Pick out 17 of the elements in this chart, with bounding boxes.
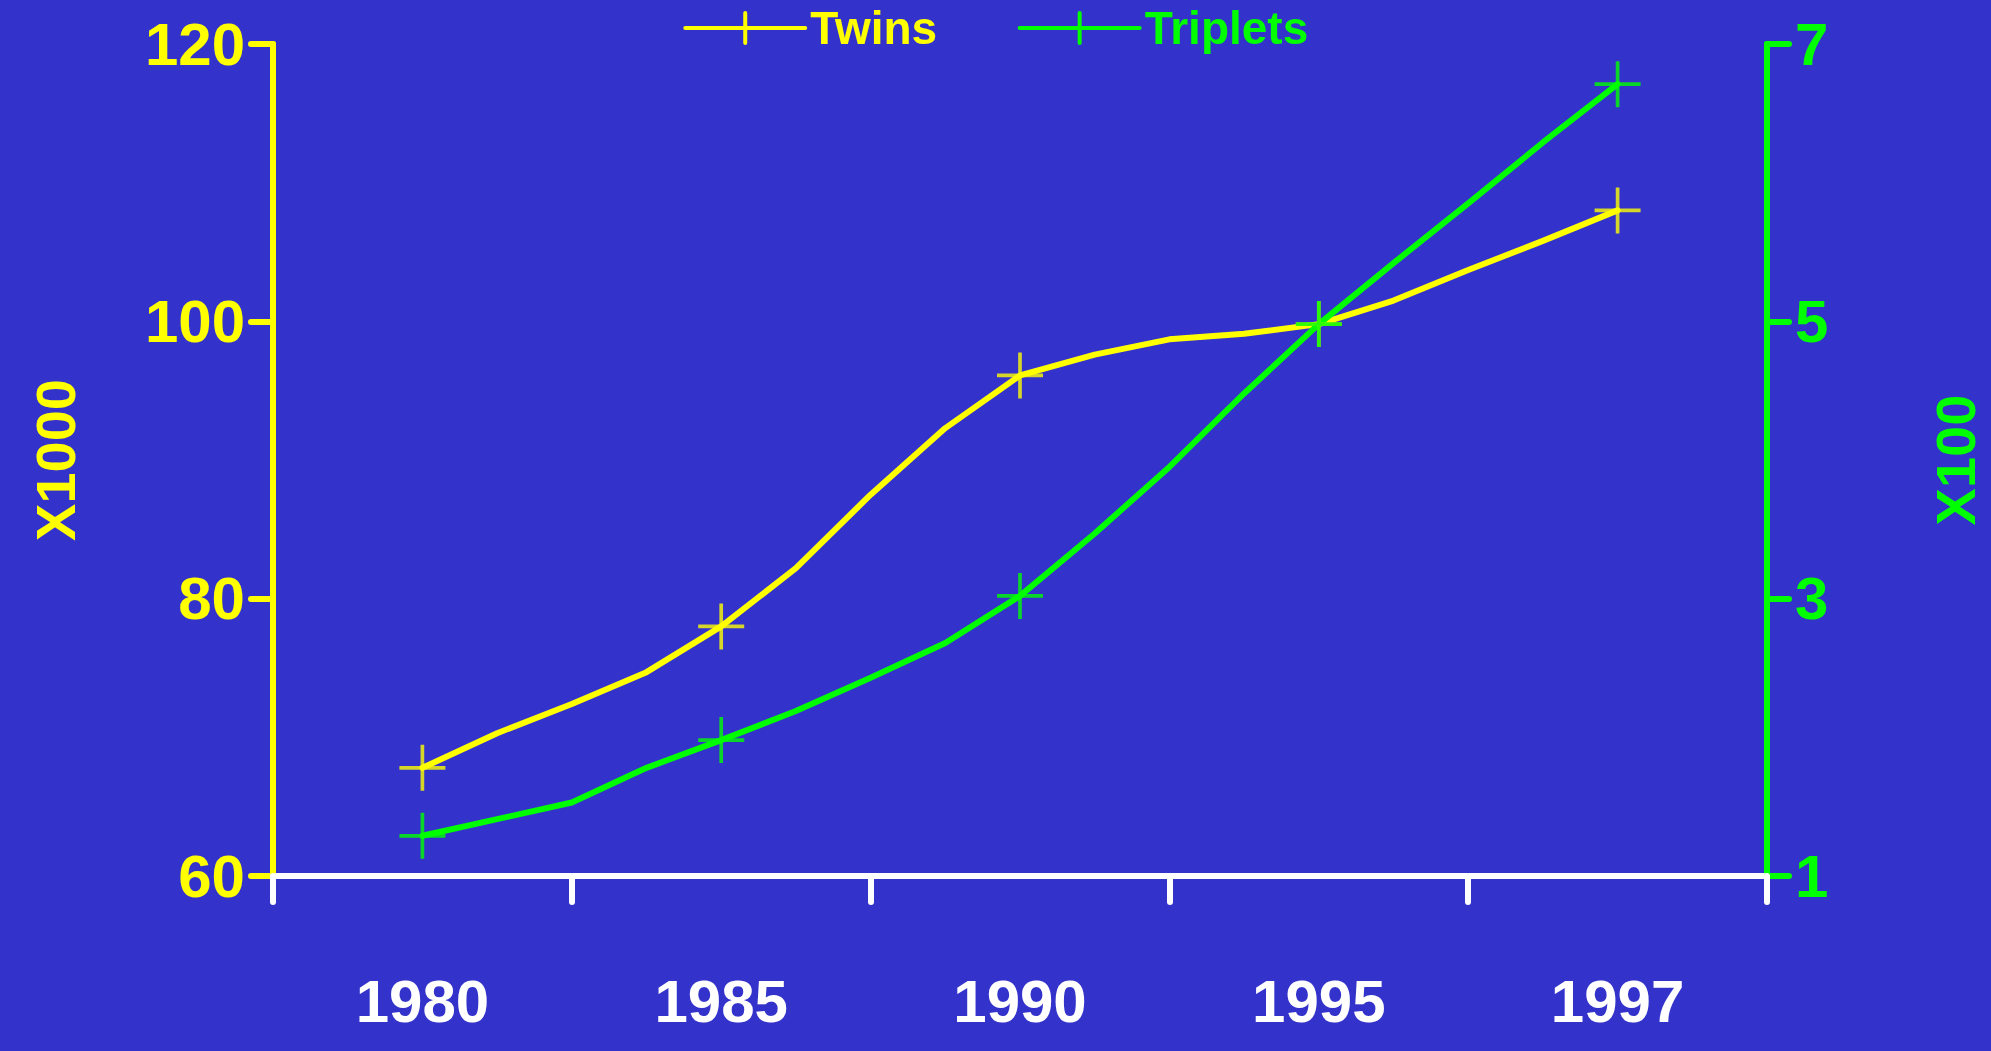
x-tick-label: 1990 xyxy=(953,967,1087,1035)
y2-tick-label: 3 xyxy=(1795,565,1829,633)
x-tick-label: 1980 xyxy=(355,967,490,1035)
x-tick-label: 1985 xyxy=(654,967,788,1035)
x-tick-label: 1997 xyxy=(1550,967,1685,1035)
y2-tick-label: 1 xyxy=(1795,842,1829,910)
legend-label: Triplets xyxy=(1144,2,1309,54)
y-tick-label: 100 xyxy=(144,287,245,355)
x-tick-label: 1995 xyxy=(1252,967,1386,1035)
y-tick-label: 80 xyxy=(178,565,245,633)
y2-tick-label: 7 xyxy=(1795,10,1829,78)
y2-tick-label: 5 xyxy=(1795,287,1829,355)
y-axis-title: X1000 xyxy=(23,379,87,541)
y-tick-label: 60 xyxy=(178,842,245,910)
y-tick-label: 120 xyxy=(144,10,245,78)
legend-label: Twins xyxy=(810,2,938,54)
y2-axis-title: X100 xyxy=(1923,394,1987,526)
